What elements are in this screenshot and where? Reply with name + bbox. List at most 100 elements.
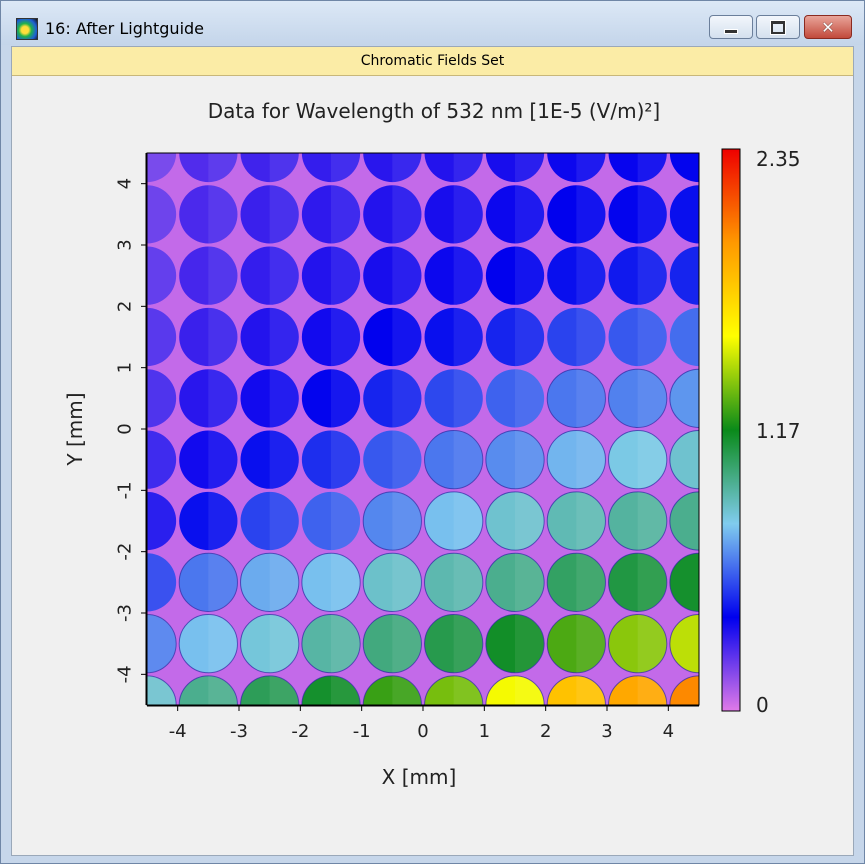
lenslet-shade: [392, 153, 422, 183]
lenslet-cell: [424, 185, 483, 244]
lenslet-cell: [240, 307, 299, 367]
lenslet-shade: [453, 491, 483, 551]
y-axis: -4 -3 -2 -1 0 1 2 3 4: [115, 153, 148, 705]
lenslet-shade: [208, 307, 238, 367]
title-bar[interactable]: 16: After Lightguide ✕: [1, 1, 864, 45]
y-tick-label: -4: [115, 665, 136, 683]
lenslet-shade: [331, 246, 361, 305]
lenslet-shade: [515, 246, 545, 305]
lenslet-shade: [453, 246, 483, 305]
lenslet-cell: [485, 430, 545, 490]
lenslet-shade: [637, 553, 667, 612]
lenslet-cell: [179, 185, 238, 244]
lenslet-cell: [147, 153, 177, 183]
lenslet-cell: [179, 430, 238, 489]
lenslet-shade: [576, 369, 606, 428]
lenslet-cell: [546, 552, 606, 612]
lenslet-shade: [147, 430, 177, 489]
lenslet-cell: [485, 552, 545, 612]
lenslet-cell: [147, 185, 177, 244]
minimize-icon: [724, 28, 738, 34]
colorbar-tick-label: 2.35: [756, 147, 801, 171]
y-axis-label: Y [mm]: [63, 392, 87, 466]
colorbar-tick-label: 0: [756, 693, 769, 717]
lenslet-cell: [547, 307, 606, 367]
lenslet-shade: [269, 185, 299, 244]
lenslet-cell: [240, 153, 299, 183]
lenslet-shade: [576, 491, 606, 551]
lenslet-cell: [424, 246, 483, 305]
banner: Chromatic Fields Set: [12, 47, 853, 76]
close-button[interactable]: ✕: [804, 15, 852, 39]
lenslet-cell: [485, 369, 545, 428]
x-tick-label: 1: [479, 721, 490, 742]
lenslet-shade: [147, 369, 177, 428]
lenslet-cell: [547, 246, 606, 305]
lenslet-cell: [240, 369, 299, 428]
lenslet-shade: [208, 430, 238, 489]
lenslet-shade: [269, 614, 299, 673]
app-icon[interactable]: [16, 18, 38, 40]
lenslet-cell: [608, 246, 667, 305]
lenslet-cell: [546, 614, 606, 674]
lenslet-shade: [392, 614, 422, 673]
lenslet-shade: [392, 553, 422, 612]
lenslet-cell: [178, 614, 238, 674]
colorbar-ticks: 2.35 1.17 0: [756, 147, 801, 717]
y-tick-label: 0: [115, 423, 136, 434]
lenslet-cell: [608, 491, 668, 551]
lenslet-cell: [485, 185, 545, 244]
minimize-button[interactable]: [709, 15, 753, 39]
lenslet-shade: [392, 246, 422, 305]
lenslet-shade: [147, 307, 177, 367]
lenslet-shade: [637, 153, 667, 183]
lenslet-shade: [331, 553, 361, 612]
x-tick-label: -4: [169, 721, 187, 742]
lenslet-shade: [331, 185, 361, 244]
maximize-button[interactable]: [756, 15, 800, 39]
lenslet-shade: [269, 675, 299, 705]
lenslet-cell: [301, 430, 361, 489]
lenslet-cell: [363, 185, 422, 244]
heatmap-chart[interactable]: Data for Wavelength of 532 nm [1E-5 (V/m…: [12, 76, 853, 855]
lenslet-shade: [637, 614, 667, 673]
lenslet-cell: [546, 368, 606, 428]
lenslet-shade: [147, 185, 177, 244]
lenslet-shade: [147, 614, 177, 673]
lenslet-shade: [208, 185, 238, 244]
lenslet-shade: [147, 675, 176, 705]
lenslet-cell: [147, 307, 177, 367]
lenslet-shade: [453, 153, 483, 183]
lenslet-cell: [147, 430, 177, 489]
lenslet-shade: [515, 185, 545, 244]
lenslet-cells: [147, 153, 699, 705]
y-tick-label: -2: [115, 543, 136, 561]
lenslet-shade: [453, 369, 483, 428]
x-tick-label: -1: [353, 721, 371, 742]
lenslet-shade: [269, 553, 299, 612]
client-area: Chromatic Fields Set Data for Wavelength…: [11, 46, 854, 856]
lenslet-cell: [669, 185, 699, 244]
lenslet-cell: [362, 491, 422, 551]
lenslet-shade: [269, 430, 299, 489]
lenslet-shade: [208, 553, 238, 612]
x-tick-label: 3: [601, 721, 612, 742]
chart-title: Data for Wavelength of 532 nm [1E-5 (V/m…: [208, 99, 660, 123]
lenslet-cell: [147, 491, 177, 551]
lenslet-shade: [515, 614, 545, 673]
lenslet-shade: [147, 553, 177, 612]
lenslet-cell: [179, 307, 238, 367]
lenslet-shade: [576, 307, 606, 367]
colorbar: [721, 148, 741, 712]
lenslet-shade: [147, 491, 177, 551]
lenslet-shade: [331, 369, 361, 428]
lenslet-cell: [362, 552, 422, 612]
lenslet-shade: [392, 307, 422, 367]
lenslet-cell: [240, 246, 299, 305]
lenslet-cell: [424, 614, 484, 674]
lenslet-shade: [576, 614, 606, 673]
colorbar-tick-label: 1.17: [756, 419, 801, 443]
x-axis: -4 -3 -2 -1 0 1 2 3 4: [147, 704, 699, 742]
x-axis-label: X [mm]: [382, 765, 457, 789]
lenslet-cell: [608, 552, 668, 612]
